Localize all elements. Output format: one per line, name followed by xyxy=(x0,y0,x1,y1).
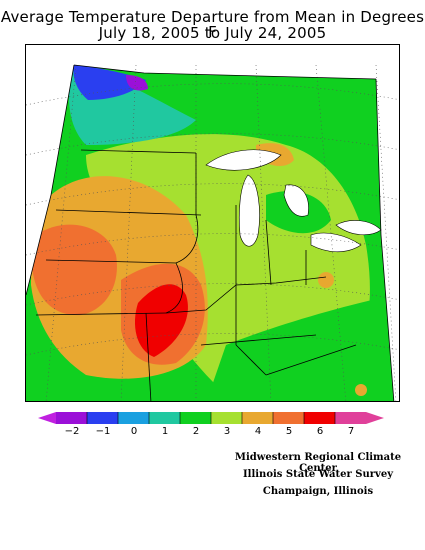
legend-tick-label: −2 xyxy=(64,426,80,437)
legend-tick-label: 7 xyxy=(347,426,355,437)
temperature-map-graphic xyxy=(26,64,399,401)
legend-tick-label: 4 xyxy=(254,426,262,437)
legend-tick-label: 1 xyxy=(161,426,169,437)
legend-tick-label: 5 xyxy=(285,426,293,437)
credit-location: Champaign, Illinois xyxy=(262,486,374,497)
legend-tick-label: −1 xyxy=(95,426,111,437)
legend-tick-label: 2 xyxy=(192,426,200,437)
map-date-range: July 18, 2005 to July 24, 2005 xyxy=(98,24,327,42)
credit-institution: Midwestern Regional Climate Center xyxy=(234,452,402,474)
legend-tick-label: 6 xyxy=(316,426,324,437)
legend-color-bar xyxy=(38,412,384,424)
legend-tick-label: 0 xyxy=(130,426,138,437)
temperature-map xyxy=(25,44,400,402)
legend-tick-label: 3 xyxy=(223,426,231,437)
credit-agency: Illinois State Water Survey xyxy=(242,469,394,480)
map-title: Average Temperature Departure from Mean … xyxy=(0,8,425,41)
